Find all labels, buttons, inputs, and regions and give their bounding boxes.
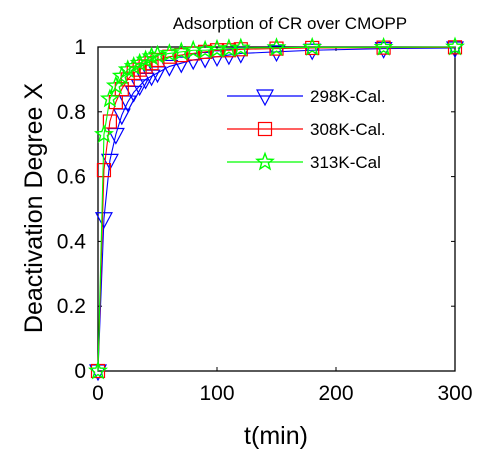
legend-label: 313K-Cal [310, 153, 381, 172]
data-point [221, 43, 236, 58]
plot-frame [97, 46, 456, 372]
data-point [100, 153, 119, 171]
data-point [172, 56, 191, 74]
data-point [302, 36, 323, 56]
y-tick-label: 1 [74, 36, 86, 59]
data-point [88, 360, 108, 380]
x-axis-label: t(min) [244, 422, 308, 450]
data-point [102, 114, 118, 129]
data-point [129, 52, 150, 72]
data-point [233, 42, 248, 57]
data-point [123, 55, 144, 75]
data-point [96, 163, 112, 178]
data-point [160, 59, 179, 77]
y-axis-label: Deactivation Degree X [20, 83, 48, 333]
legend-marker [256, 89, 274, 107]
legend-label: 308K-Cal. [310, 120, 386, 139]
data-point [99, 88, 120, 108]
data-point [135, 49, 156, 69]
legend: 298K-Cal. 308K-Cal. 313K-Cal [227, 87, 386, 172]
legend-marker [255, 151, 275, 171]
data-point [195, 39, 216, 59]
x-tick-label: 0 [92, 382, 104, 405]
legend-item: 308K-Cal. [227, 120, 386, 139]
data-point [230, 37, 251, 57]
y-tick-label: 0.4 [57, 230, 87, 253]
data-point [141, 46, 162, 66]
y-tick-label: 0.6 [57, 166, 86, 189]
series-298K-Cal. [89, 41, 464, 382]
y-tick-label: 0 [74, 360, 86, 383]
data-point [174, 47, 189, 63]
legend-item: 313K-Cal [227, 151, 381, 172]
data-point [93, 124, 114, 143]
legend-marker [257, 121, 273, 137]
legend-label: 298K-Cal. [310, 87, 386, 106]
data-point [162, 49, 177, 64]
data-point [94, 212, 113, 229]
chart-title: Adsorption of CR over CMOPP [173, 14, 407, 33]
y-tick-label: 0.2 [57, 295, 86, 318]
series-308K-Cal. [90, 40, 463, 379]
data-point [269, 41, 284, 56]
y-tick-label: 0.8 [57, 101, 86, 124]
data-point [186, 46, 201, 61]
x-tick-label: 300 [437, 382, 472, 405]
data-point [117, 59, 138, 79]
data-point [305, 40, 320, 56]
series-313K-Cal [88, 36, 465, 380]
data-point [373, 36, 394, 56]
x-tick-label: 200 [318, 382, 353, 405]
data-point [266, 37, 287, 57]
data-point [198, 44, 213, 59]
data-point [445, 36, 465, 56]
plot-area: 0 100 200 300 0 0.2 0.4 0.6 0.8 1 [57, 36, 473, 405]
x-tick-label: 100 [199, 382, 234, 405]
legend-item: 298K-Cal. [227, 87, 386, 107]
data-point [105, 75, 126, 95]
